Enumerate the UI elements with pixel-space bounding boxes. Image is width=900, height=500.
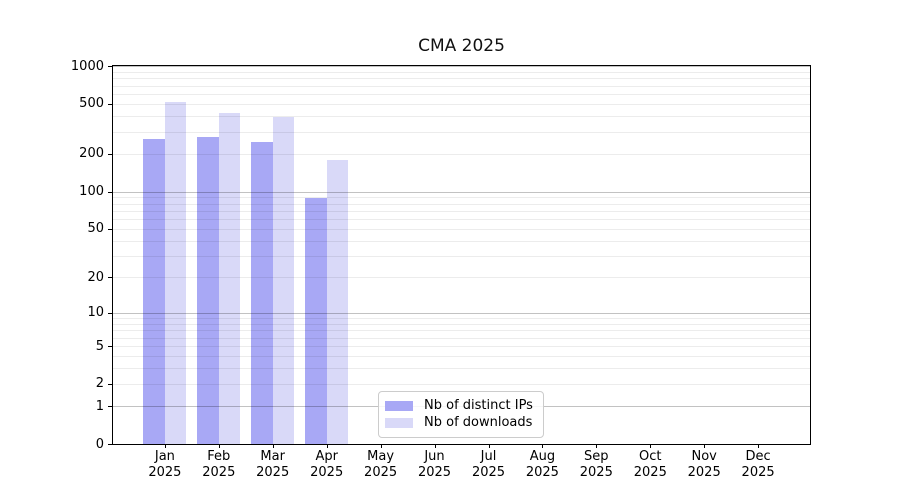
gridline-minor [113,210,810,212]
gridline-minor [113,203,810,205]
bar-downloads-jan [164,101,187,444]
gridline-minor [113,103,810,105]
y-tick-label: 1 [95,398,104,414]
legend-item: Nb of downloads [385,414,534,431]
x-tick-mark [650,444,652,448]
x-tick-mark [326,444,328,448]
gridline-minor [113,78,810,80]
gridline-minor [113,323,810,325]
gridline-minor [113,355,810,357]
y-tick-mark [108,191,113,193]
x-tick-label-aug: Aug 2025 [525,449,559,480]
gridline-major [113,66,810,67]
y-tick-mark [108,444,113,445]
legend-label: Nb of downloads [424,415,533,430]
y-tick-mark [108,153,113,155]
x-tick-mark [758,444,760,448]
x-tick-mark [434,444,436,448]
y-tick-mark [108,228,113,230]
x-tick-label-apr: Apr 2025 [310,449,344,480]
x-tick-mark [488,444,490,448]
bar-distinct-ips-feb [197,136,219,444]
gridline-minor [113,337,810,339]
gridline-minor [113,197,810,199]
gridline-minor [113,240,810,242]
x-tick-label-mar: Mar 2025 [256,449,290,480]
x-tick-mark [272,444,274,448]
gridline-minor [113,71,810,73]
x-tick-label-may: May 2025 [364,449,398,480]
x-tick-label-oct: Oct 2025 [633,449,667,480]
x-tick-label-sep: Sep 2025 [579,449,613,480]
gridline-minor [113,228,810,230]
gridline-minor [113,383,810,385]
x-tick-label-jul: Jul 2025 [471,449,506,480]
gridline-major [113,312,810,314]
x-tick-label-feb: Feb 2025 [202,449,236,480]
bar-downloads-mar [272,116,295,444]
x-tick-mark [704,444,706,448]
gridline-minor [113,346,810,347]
y-tick-mark [108,346,113,347]
gridline-minor [113,256,810,258]
gridline-minor [113,277,810,279]
gridline-minor [113,330,810,332]
y-tick-label: 200 [79,146,104,162]
x-tick-mark [218,444,220,448]
y-tick-label: 0 [95,436,104,452]
gridline-minor [113,93,810,95]
legend-label: Nb of distinct IPs [424,398,533,413]
y-tick-mark [108,277,113,279]
chart-title: CMA 2025 [418,36,505,56]
y-tick-label: 10 [87,305,104,321]
gridline-minor [113,85,810,87]
y-tick-label: 2 [95,376,104,392]
y-tick-mark [108,312,113,314]
x-tick-mark [380,444,382,448]
gridline-major [113,191,810,193]
y-tick-mark [108,406,113,408]
x-tick-label-jun: Jun 2025 [417,449,452,480]
grid-layer [113,66,810,444]
gridline-minor [113,153,810,155]
bar-distinct-ips-apr [305,198,327,444]
x-tick-label-dec: Dec 2025 [741,449,775,480]
y-tick-label: 20 [87,269,104,285]
x-tick-mark [596,444,598,448]
gridline-minor [113,116,810,118]
x-tick-label-jan: Jan 2025 [148,449,182,480]
x-tick-mark [542,444,544,448]
x-tick-mark [164,444,166,448]
gridline-minor [113,131,810,133]
y-tick-mark [108,66,113,67]
legend: Nb of distinct IPs Nb of downloads [378,391,544,438]
bar-downloads-feb [218,112,241,444]
plot-area [112,65,811,445]
y-tick-label: 500 [79,96,104,112]
y-tick-label: 1000 [70,58,104,74]
y-tick-mark [108,103,113,105]
bars-layer [113,66,810,444]
bar-distinct-ips-mar [251,141,273,444]
legend-item: Nb of distinct IPs [385,397,534,414]
legend-swatch-icon [385,400,413,411]
y-tick-label: 50 [87,221,104,237]
y-tick-label: 100 [79,184,104,199]
gridline-minor [113,318,810,319]
bar-downloads-apr [326,159,349,444]
gridline-minor [113,368,810,370]
x-tick-label-nov: Nov 2025 [687,449,721,480]
bar-distinct-ips-jan [143,138,165,444]
gridline-minor [113,219,810,221]
y-tick-label: 5 [95,338,104,354]
legend-swatch-icon [385,417,413,428]
y-tick-mark [108,383,113,385]
